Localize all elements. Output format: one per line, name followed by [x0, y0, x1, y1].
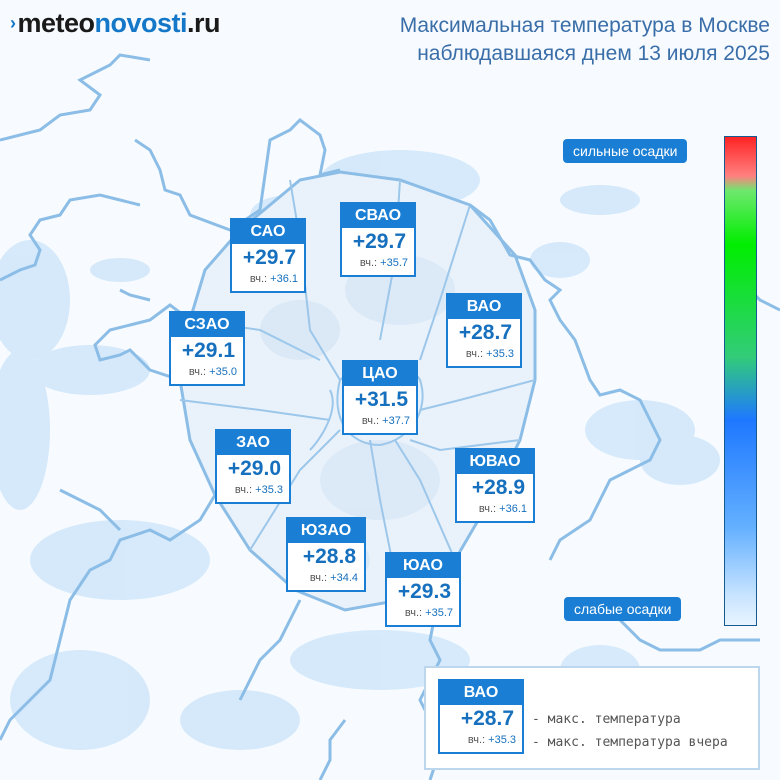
prev-value: +37.7	[382, 415, 410, 427]
logo-part-1: meteo	[17, 8, 96, 38]
district-temp: +28.8	[302, 545, 356, 568]
district-card-zao[interactable]: ЗАО +29.0 вч.: +35.3	[215, 429, 291, 504]
district-name: ЮЗАО	[288, 519, 364, 543]
prev-label: вч.:	[467, 734, 486, 746]
district-card-yuvao[interactable]: ЮВАО +28.9 вч.: +36.1	[455, 448, 535, 523]
district-prev-temp: вч.: +35.3	[448, 346, 520, 366]
prev-label: вч.:	[465, 348, 484, 360]
district-temp: +28.7	[458, 321, 512, 344]
logo-part-2: novosti	[94, 8, 188, 38]
district-prev-temp: вч.: +36.1	[457, 501, 533, 521]
prev-label: вч.:	[361, 415, 380, 427]
logo-part-3: .ru	[187, 8, 221, 38]
district-name: ЦАО	[344, 362, 416, 386]
district-name: ЮВАО	[457, 450, 533, 474]
district-card-svao[interactable]: СВАО +29.7 вч.: +35.7	[340, 202, 416, 277]
district-card-yuzao[interactable]: ЮЗАО +28.8 вч.: +34.4	[286, 517, 366, 592]
site-logo[interactable]: ›meteonovosti.ru	[10, 8, 221, 39]
region-border	[0, 53, 780, 780]
district-card-cao[interactable]: ЦАО +31.5 вч.: +37.7	[342, 360, 418, 435]
legend-temp: +28.7	[460, 707, 514, 730]
district-temp: +29.7	[242, 246, 296, 269]
prev-value: +35.0	[209, 366, 237, 378]
title-line-2: наблюдавшаяся днем 13 июля 2025	[417, 42, 770, 65]
district-name: САО	[232, 220, 304, 244]
prev-value: +34.4	[330, 572, 358, 584]
prev-value: +35.3	[255, 484, 283, 496]
legend-note-prev: - макс. температура вчера	[532, 735, 728, 750]
prev-label: вч.:	[359, 257, 378, 269]
precipitation-scale-bar	[724, 136, 757, 626]
legend-card: ВАО +28.7 вч.: +35.3	[438, 679, 524, 754]
district-prev-temp: вч.: +35.7	[387, 605, 459, 625]
district-temp: +29.0	[227, 457, 281, 480]
map-title: Максимальная температура в Москве наблюд…	[400, 12, 770, 68]
district-card-vao[interactable]: ВАО +28.7 вч.: +35.3	[446, 293, 522, 368]
prev-value: +35.7	[380, 257, 408, 269]
scale-top-label: сильные осадки	[563, 139, 688, 163]
prev-label: вч.:	[234, 484, 253, 496]
district-name: ЮАО	[387, 554, 459, 578]
district-prev-temp: вч.: +37.7	[344, 413, 416, 433]
prev-value: +35.7	[425, 607, 453, 619]
prev-label: вч.:	[249, 273, 268, 285]
district-card-szao[interactable]: СЗАО +29.1 вч.: +35.0	[169, 311, 245, 386]
district-name: СЗАО	[171, 313, 243, 337]
district-card-yuao[interactable]: ЮАО +29.3 вч.: +35.7	[385, 552, 461, 627]
prev-label: вч.:	[404, 607, 423, 619]
district-temp: +29.7	[352, 230, 406, 253]
district-temp: +29.1	[181, 339, 235, 362]
prev-label: вч.:	[309, 572, 328, 584]
prev-label: вч.:	[478, 503, 497, 515]
district-temp: +29.3	[397, 580, 451, 603]
prev-label: вч.:	[188, 366, 207, 378]
title-line-1: Максимальная температура в Москве	[399, 14, 770, 37]
prev-value: +36.1	[499, 503, 527, 515]
legend-prev-temp: вч.: +35.3	[440, 732, 522, 752]
logo-mark-icon: ›	[10, 13, 16, 33]
district-prev-temp: вч.: +35.7	[342, 255, 414, 275]
district-name: СВАО	[342, 204, 414, 228]
district-prev-temp: вч.: +35.3	[217, 482, 289, 502]
district-prev-temp: вч.: +36.1	[232, 271, 304, 291]
prev-value: +36.1	[270, 273, 298, 285]
legend-district-name: ВАО	[440, 681, 522, 705]
district-prev-temp: вч.: +35.0	[171, 364, 243, 384]
prev-value: +35.3	[486, 348, 514, 360]
district-prev-temp: вч.: +34.4	[288, 570, 364, 590]
prev-value: +35.3	[488, 734, 516, 746]
scale-bottom-label: слабые осадки	[564, 597, 682, 621]
legend-note-max: - макс. температура	[532, 712, 681, 727]
district-card-sao[interactable]: САО +29.7 вч.: +36.1	[230, 218, 306, 293]
district-temp: +28.9	[471, 476, 525, 499]
district-temp: +31.5	[354, 388, 408, 411]
district-name: ЗАО	[217, 431, 289, 455]
district-name: ВАО	[448, 295, 520, 319]
